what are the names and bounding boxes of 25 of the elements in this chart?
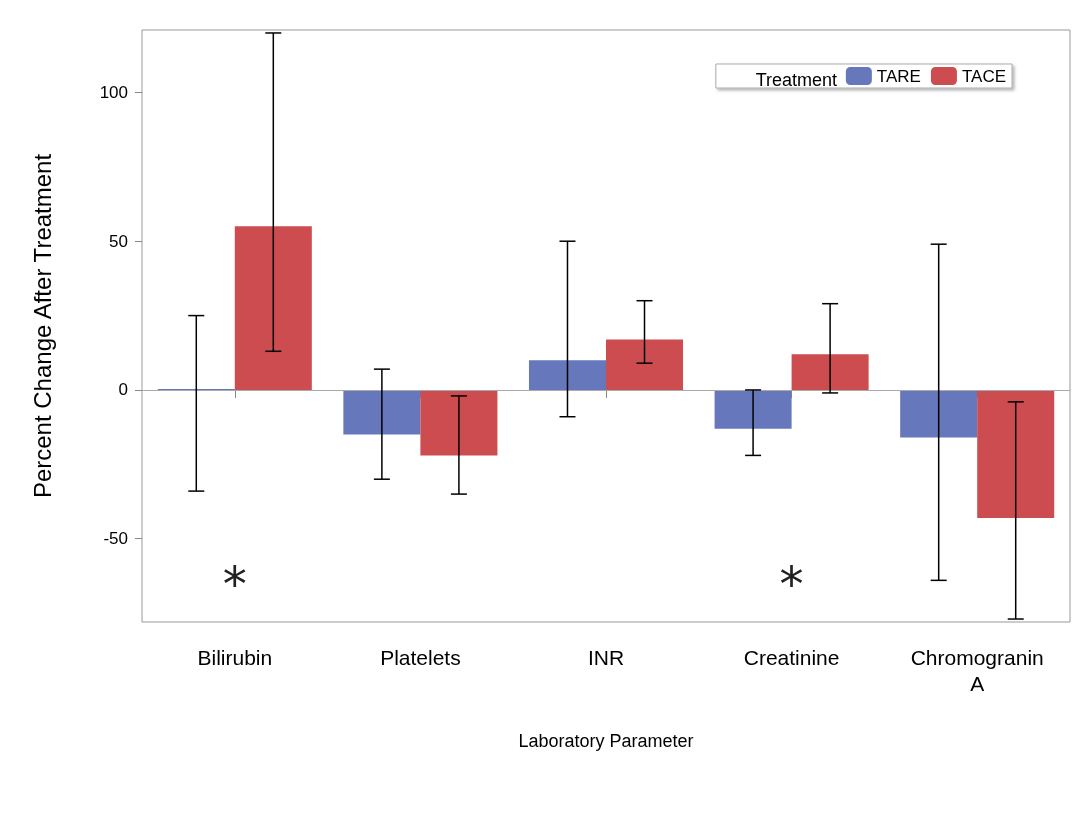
- bar: [343, 389, 421, 435]
- x-tick-label: Chromogranin A: [910, 645, 1044, 695]
- bar: [606, 339, 684, 390]
- legend-title: Treatment: [755, 70, 838, 90]
- bar: [234, 226, 312, 390]
- bar: [714, 389, 792, 429]
- legend-label: TARE: [876, 66, 921, 86]
- bar: [528, 360, 606, 390]
- x-tick-label: Creatinine: [743, 645, 840, 669]
- annotation: *: [779, 555, 804, 612]
- x-axis-title: Laboratory Parameter: [518, 731, 694, 751]
- x-tick-label: Bilirubin: [197, 645, 273, 669]
- y-tick-label: -50: [103, 529, 128, 549]
- y-axis-title: Percent Change After Treatment: [28, 153, 56, 499]
- bar: [977, 389, 1055, 518]
- bar: [900, 389, 978, 438]
- x-tick-label: INR: [587, 645, 625, 669]
- bar: [791, 354, 869, 390]
- bar: [420, 389, 498, 456]
- x-tick-label: Platelets: [380, 645, 461, 669]
- y-tick-label: 0: [118, 380, 128, 400]
- y-tick-label: 50: [109, 231, 128, 251]
- annotation: *: [222, 555, 247, 612]
- legend-label: TACE: [961, 66, 1006, 86]
- y-tick-label: 100: [99, 82, 128, 102]
